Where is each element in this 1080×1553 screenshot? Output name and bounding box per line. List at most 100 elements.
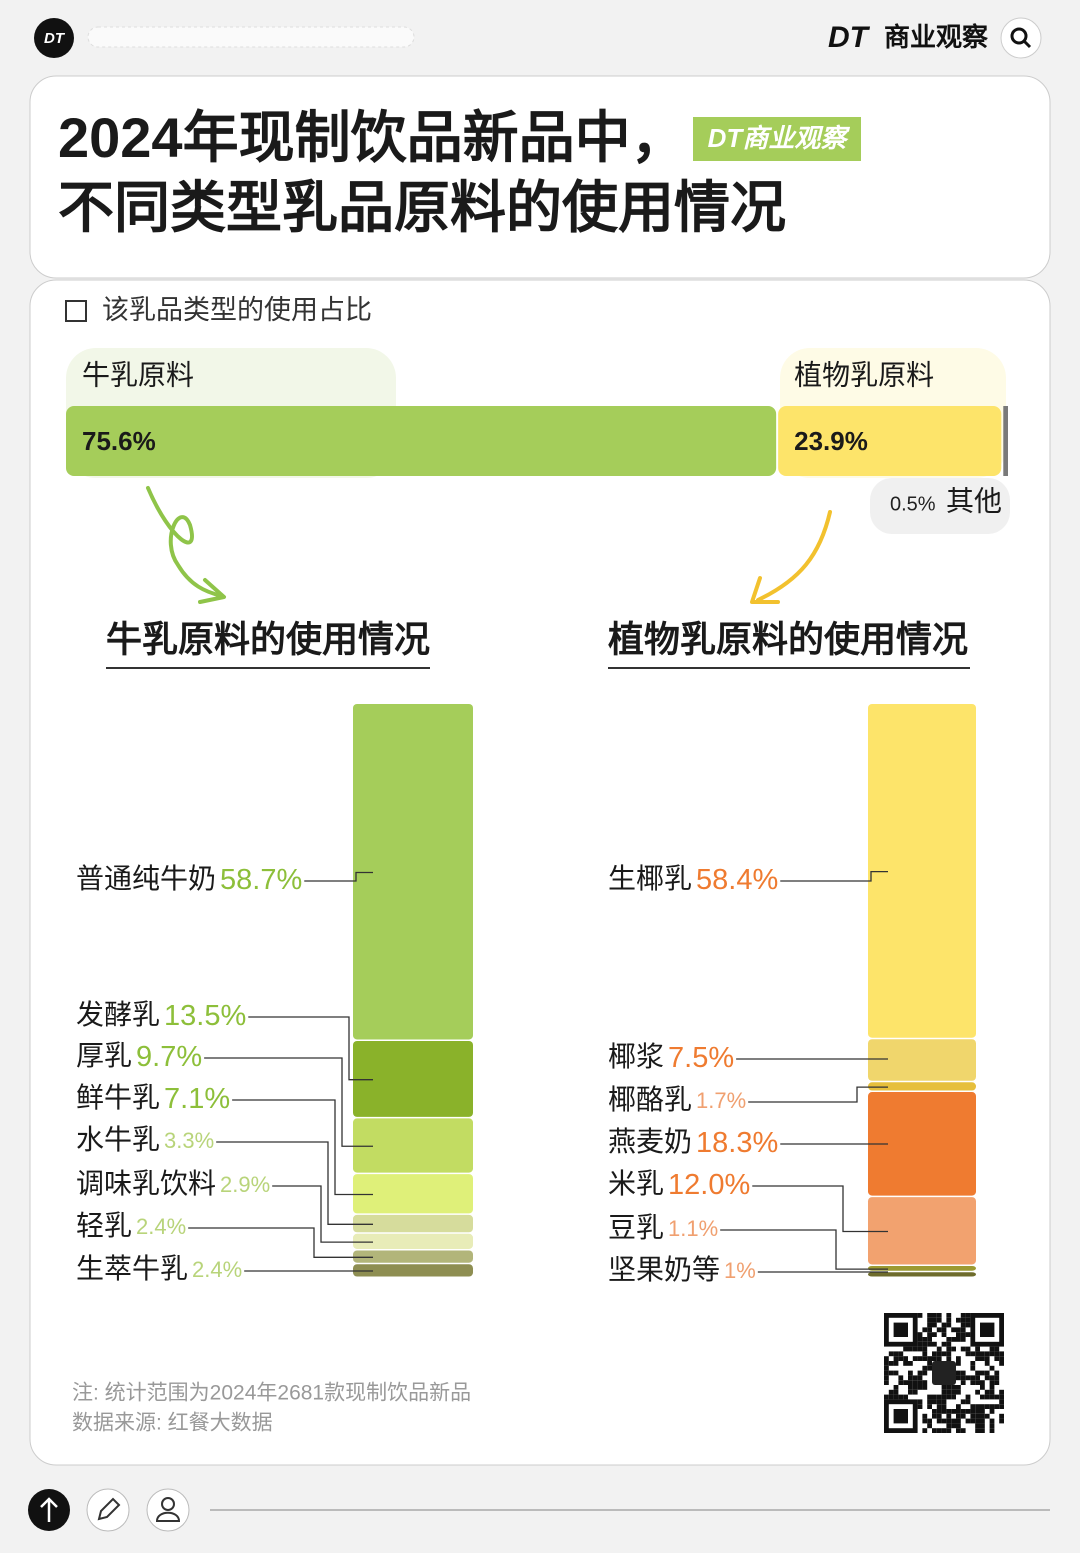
- qr-cell: [980, 1423, 985, 1429]
- logo-text: DT: [44, 30, 66, 47]
- segment-label: 生萃牛乳 2.4%: [76, 1253, 242, 1284]
- qr-cell: [941, 1322, 947, 1328]
- qr-cell: [975, 1346, 980, 1352]
- qr-cell: [975, 1428, 980, 1433]
- qr-cell: [908, 1389, 913, 1395]
- qr-cell: [960, 1337, 966, 1342]
- leader-line: [188, 1227, 373, 1258]
- search-button[interactable]: [1000, 17, 1042, 59]
- legend-box: [65, 300, 87, 322]
- qr-cell: [956, 1317, 961, 1323]
- qr-cell: [989, 1375, 995, 1381]
- qr-cell: [960, 1413, 966, 1419]
- qr-cell: [956, 1327, 961, 1333]
- qr-cell: [893, 1361, 899, 1366]
- column-segment: [868, 1092, 976, 1196]
- qr-cell: [927, 1399, 932, 1405]
- qr-cell: [932, 1313, 937, 1318]
- qr-cell: [941, 1404, 947, 1409]
- segment-label: 米乳 12.0%: [608, 1168, 750, 1200]
- qr-cell: [927, 1341, 932, 1347]
- qr-cell: [922, 1346, 928, 1352]
- qr-code: [884, 1313, 1004, 1434]
- qr-cell: [980, 1385, 985, 1390]
- qr-cell: [927, 1394, 932, 1400]
- qr-cell: [884, 1370, 889, 1376]
- qr-cell: [898, 1351, 904, 1357]
- qr-cell: [965, 1322, 971, 1328]
- qr-cell: [922, 1413, 928, 1419]
- qr-cell: [951, 1327, 956, 1333]
- qr-cell: [893, 1389, 899, 1395]
- qr-cell: [946, 1322, 952, 1328]
- qr-cell: [975, 1351, 980, 1357]
- qr-cell: [956, 1423, 961, 1429]
- qr-cell: [956, 1409, 961, 1414]
- value-label: 0.5%: [890, 493, 936, 515]
- segment-label: 调味乳饮料 2.9%: [76, 1168, 270, 1199]
- qr-cell: [936, 1418, 942, 1424]
- qr-cell: [960, 1327, 966, 1333]
- column-segment: [868, 1265, 976, 1271]
- qr-cell: [941, 1409, 947, 1414]
- qr-cell: [927, 1404, 932, 1409]
- edit-button[interactable]: [86, 1488, 130, 1532]
- qr-cell: [951, 1423, 956, 1429]
- qr-cell: [941, 1389, 947, 1395]
- qr-cell: [989, 1380, 995, 1385]
- qr-cell: [951, 1385, 956, 1390]
- qr-cell: [912, 1385, 918, 1390]
- qr-cell: [965, 1375, 971, 1381]
- qr-logo: [932, 1361, 956, 1385]
- source: 数据来源: 红餐大数据: [72, 1412, 273, 1435]
- qr-cell: [908, 1346, 913, 1352]
- column-segment: [353, 1214, 473, 1233]
- qr-cell: [936, 1409, 942, 1414]
- qr-cell: [975, 1404, 980, 1409]
- qr-cell: [970, 1375, 976, 1381]
- qr-cell: [946, 1317, 952, 1323]
- qr-cell: [956, 1404, 961, 1409]
- search-bar[interactable]: [87, 26, 415, 48]
- qr-cell: [960, 1313, 966, 1318]
- qr-cell: [956, 1356, 961, 1361]
- qr-cell: [912, 1389, 918, 1395]
- qr-cell: [970, 1404, 976, 1409]
- arrow: [146, 486, 224, 598]
- qr-cell: [917, 1370, 923, 1376]
- qr-cell: [898, 1356, 904, 1361]
- qr-cell: [912, 1356, 918, 1361]
- qr-cell: [970, 1413, 976, 1419]
- logo[interactable]: [34, 18, 74, 58]
- qr-cell: [927, 1332, 932, 1337]
- segment-name: 鲜牛乳: [76, 1082, 160, 1113]
- segment-value: 1%: [724, 1258, 756, 1283]
- qr-cell: [932, 1394, 937, 1400]
- qr-cell: [922, 1418, 928, 1424]
- segment-value: 13.5%: [164, 1000, 246, 1032]
- qr-cell: [956, 1385, 961, 1390]
- qr-cell: [884, 1361, 889, 1366]
- segment-label: 鲜牛乳 7.1%: [76, 1082, 230, 1114]
- qr-cell: [941, 1399, 947, 1405]
- qr-finder: [884, 1313, 918, 1347]
- qr-cell: [951, 1394, 956, 1400]
- qr-cell: [941, 1394, 947, 1400]
- qr-cell: [946, 1337, 952, 1342]
- qr-cell: [893, 1394, 899, 1400]
- qr-cell: [980, 1409, 985, 1414]
- qr-cell: [984, 1389, 990, 1395]
- qr-cell: [927, 1322, 932, 1328]
- qr-cell: [999, 1418, 1004, 1424]
- leader-line: [216, 1141, 373, 1225]
- qr-finder: [893, 1409, 908, 1424]
- qr-cell: [898, 1394, 904, 1400]
- bar-segment: [778, 406, 1002, 476]
- segment-name: 普通纯牛奶: [76, 863, 216, 894]
- qr-cell: [951, 1337, 956, 1342]
- qr-cell: [956, 1332, 961, 1337]
- qr-cell: [965, 1317, 971, 1323]
- title-line: 2024年现制饮品新品中，: [58, 106, 687, 169]
- qr-cell: [965, 1346, 971, 1352]
- qr-cell: [980, 1351, 985, 1357]
